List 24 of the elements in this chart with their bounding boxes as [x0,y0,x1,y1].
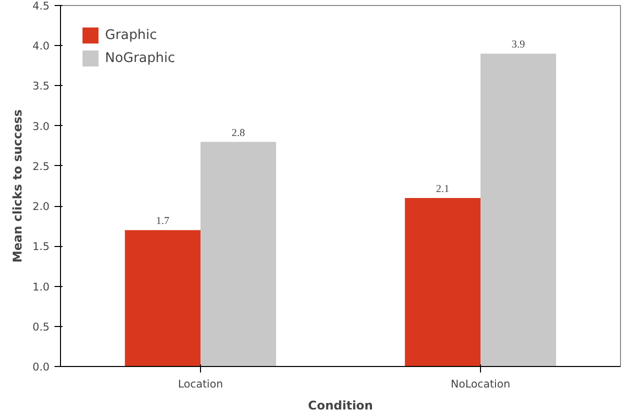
y-tick-label: 0.0 [32,360,50,374]
data-label: 2.8 [232,128,245,139]
x-tick-label: Location [178,378,224,390]
y-tick-label: 3.5 [32,80,50,93]
y-axis-title: Mean clicks to success [10,109,25,263]
bar [124,230,200,366]
bar [480,54,556,366]
legend-label: Graphic [105,28,157,42]
data-label: 2.1 [436,184,450,196]
y-tick-label: 2.0 [32,200,50,214]
x-tick-label: NoLocation [450,378,510,390]
bar [200,142,276,366]
data-label: 1.7 [156,216,170,228]
y-tick-label: 4.5 [32,0,50,12]
y-tick-label: 1.5 [32,240,50,254]
y-tick-label: 1.0 [32,280,50,294]
legend-label: NoGraphic [105,50,176,66]
data-label: 3.9 [512,40,525,51]
y-tick-label: 4.0 [32,40,50,53]
y-tick-label: 0.5 [32,320,50,334]
x-axis-title: Condition [308,398,373,412]
y-tick-label: 2.5 [32,160,50,173]
bar [404,198,480,366]
y-tick-label: 3.0 [32,120,50,133]
